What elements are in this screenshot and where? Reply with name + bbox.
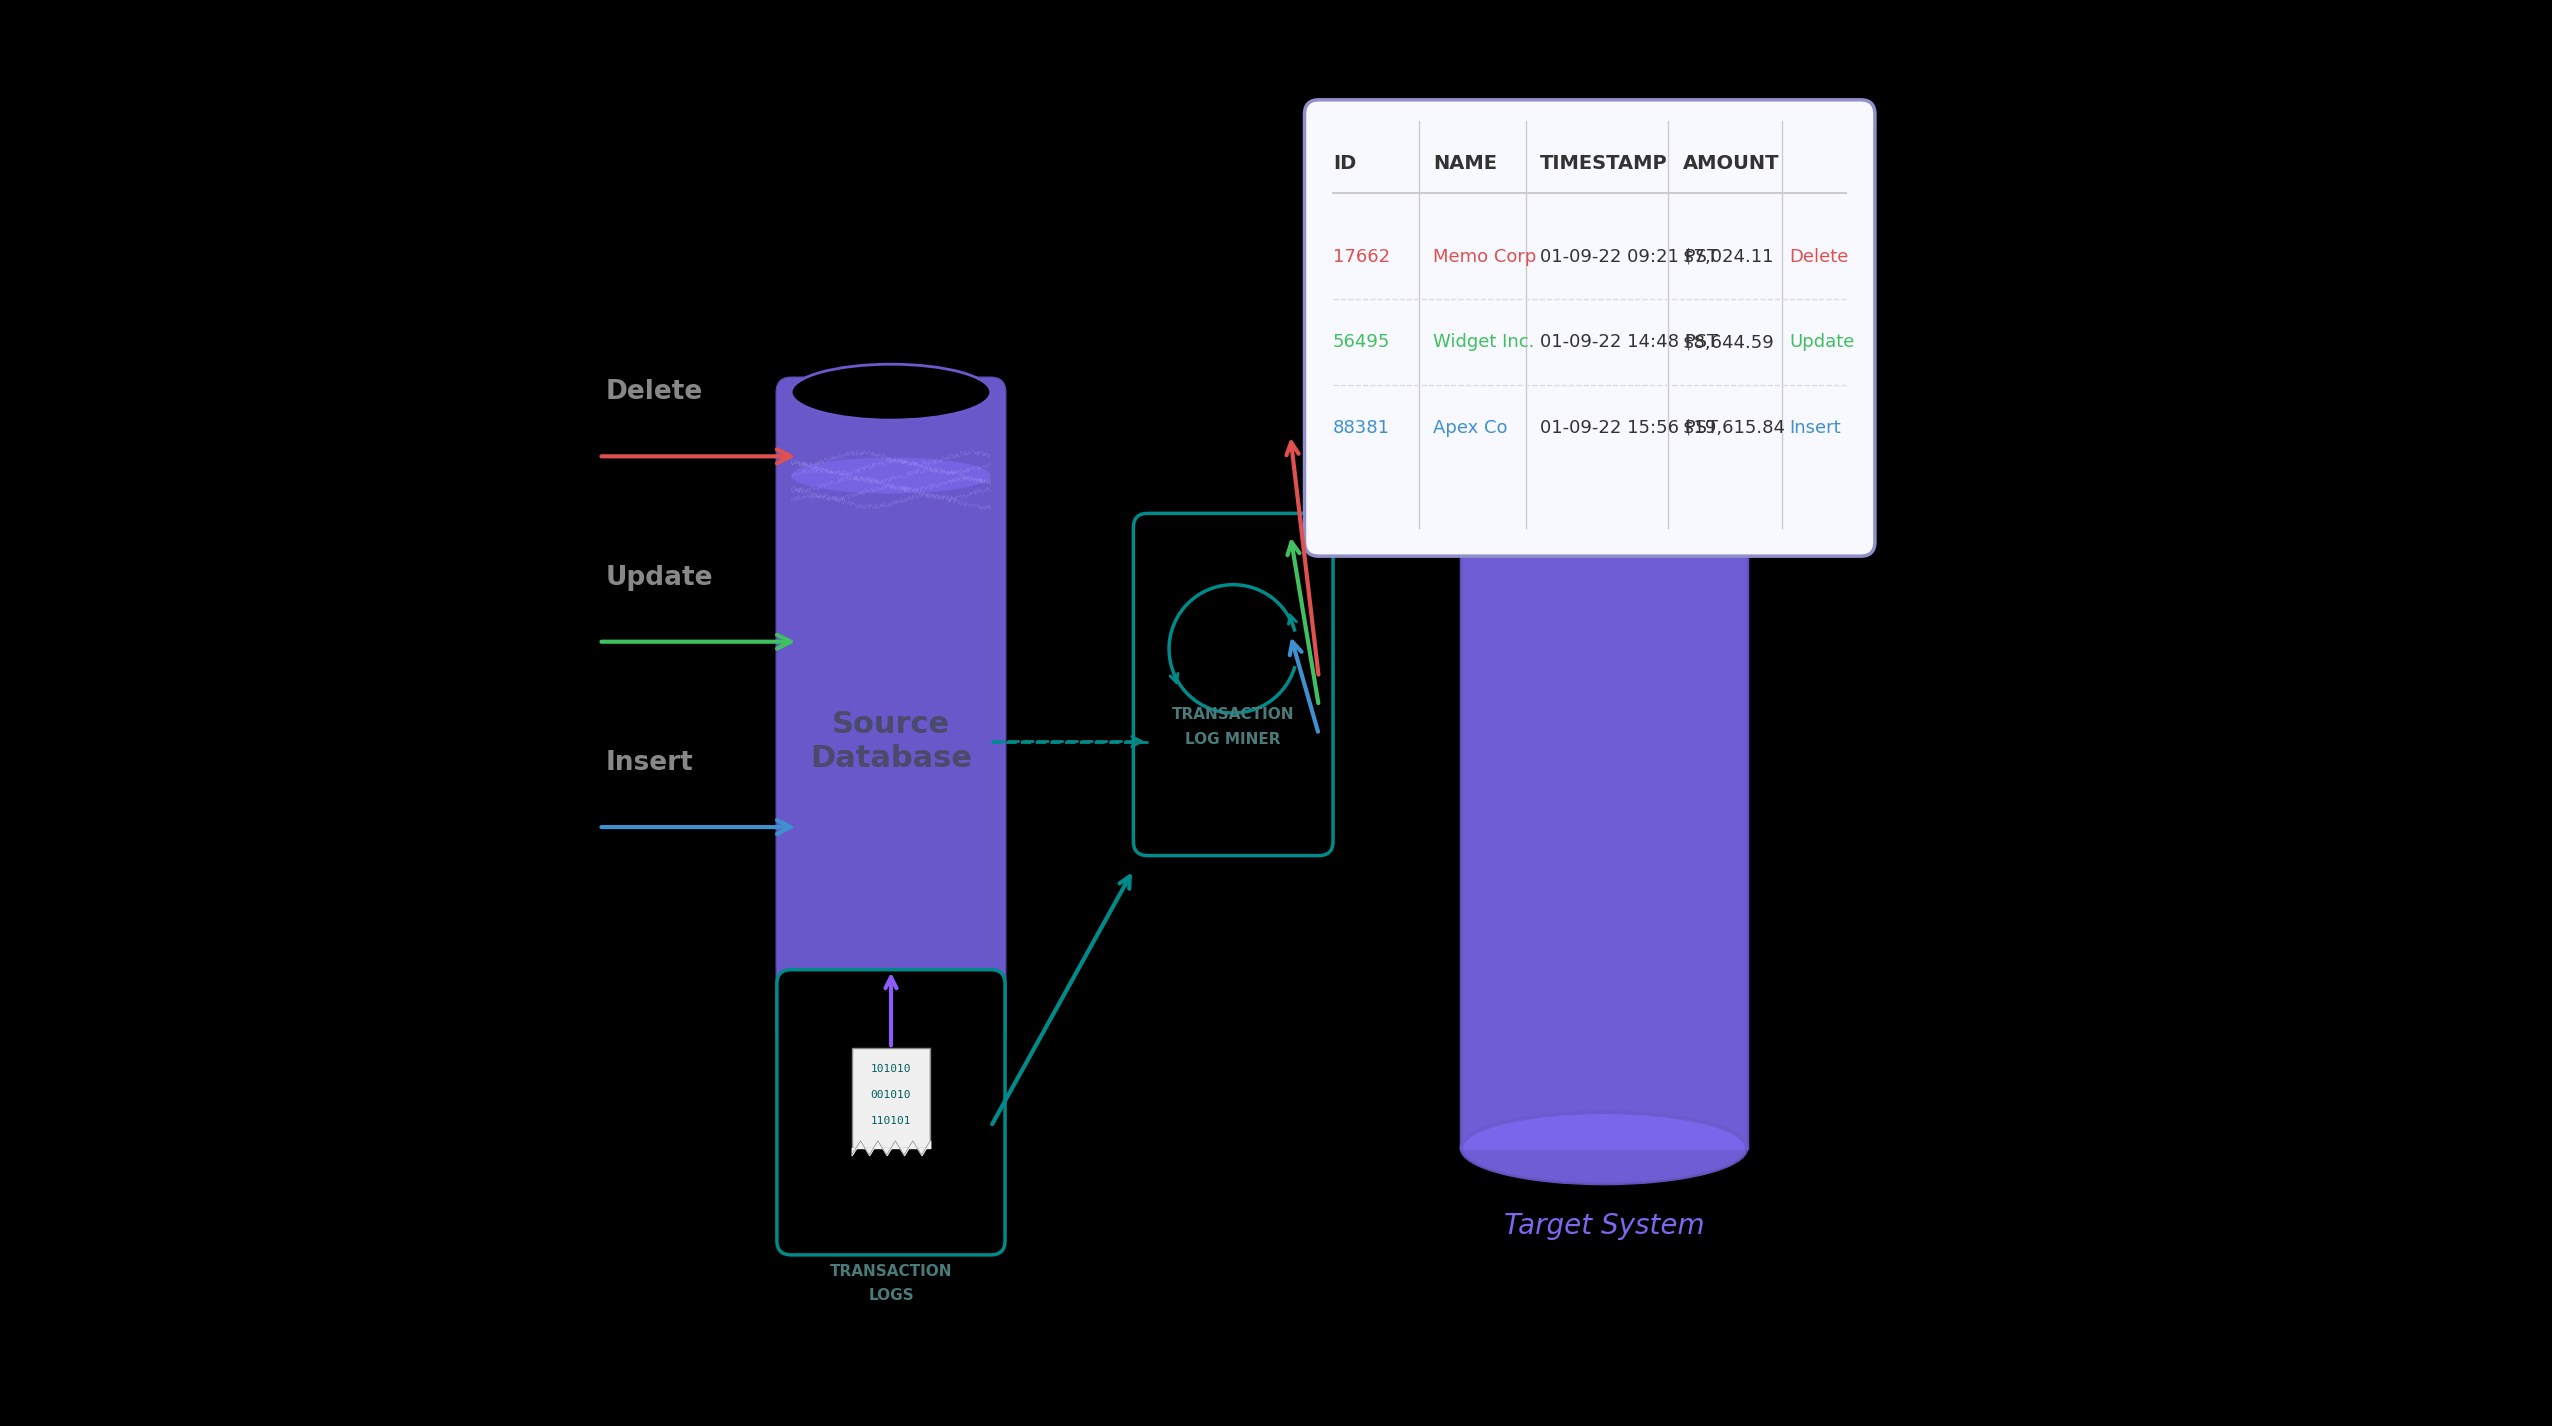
Ellipse shape: [1462, 204, 1746, 295]
Text: 56495: 56495: [1332, 334, 1391, 351]
FancyBboxPatch shape: [776, 378, 1005, 1048]
Text: Delete: Delete: [605, 379, 702, 405]
Text: AMOUNT: AMOUNT: [1682, 154, 1779, 174]
Text: 110101: 110101: [870, 1115, 911, 1127]
Ellipse shape: [791, 364, 990, 421]
Ellipse shape: [791, 1005, 990, 1062]
Text: NAME: NAME: [1432, 154, 1498, 174]
Bar: [852, 1048, 929, 1148]
Ellipse shape: [1462, 1112, 1746, 1184]
Ellipse shape: [791, 458, 990, 493]
Text: $19,615.84: $19,615.84: [1682, 419, 1786, 436]
Text: 01-09-22 09:21 PST: 01-09-22 09:21 PST: [1539, 248, 1717, 265]
Text: $8,644.59: $8,644.59: [1682, 334, 1774, 351]
Text: Target System: Target System: [1503, 1212, 1705, 1241]
Text: 101010: 101010: [870, 1064, 911, 1075]
Text: Source
Database: Source Database: [809, 710, 972, 773]
Text: 88381: 88381: [1332, 419, 1391, 436]
Text: Apex Co: Apex Co: [1432, 419, 1508, 436]
FancyBboxPatch shape: [1304, 100, 1876, 556]
Text: Insert: Insert: [1789, 419, 1840, 436]
FancyBboxPatch shape: [1133, 513, 1332, 856]
Text: TRANSACTION
LOGS: TRANSACTION LOGS: [829, 1263, 952, 1303]
Text: $7,024.11: $7,024.11: [1682, 248, 1774, 265]
Text: Memo Corp: Memo Corp: [1432, 248, 1536, 265]
Text: 001010: 001010: [870, 1089, 911, 1101]
Text: TIMESTAMP: TIMESTAMP: [1539, 154, 1666, 174]
Text: Insert: Insert: [605, 750, 694, 776]
FancyBboxPatch shape: [1462, 221, 1746, 1148]
Text: 01-09-22 15:56 PST: 01-09-22 15:56 PST: [1539, 419, 1717, 436]
Text: 01-09-22 14:48 PST: 01-09-22 14:48 PST: [1539, 334, 1717, 351]
FancyBboxPatch shape: [776, 970, 1005, 1255]
Text: Widget Inc.: Widget Inc.: [1432, 334, 1534, 351]
Text: TRANSACTION
LOG MINER: TRANSACTION LOG MINER: [1171, 707, 1294, 747]
Text: Update: Update: [605, 565, 712, 590]
Text: Update: Update: [1789, 334, 1855, 351]
Text: 17662: 17662: [1332, 248, 1391, 265]
Text: Delete: Delete: [1789, 248, 1848, 265]
Text: ID: ID: [1332, 154, 1355, 174]
